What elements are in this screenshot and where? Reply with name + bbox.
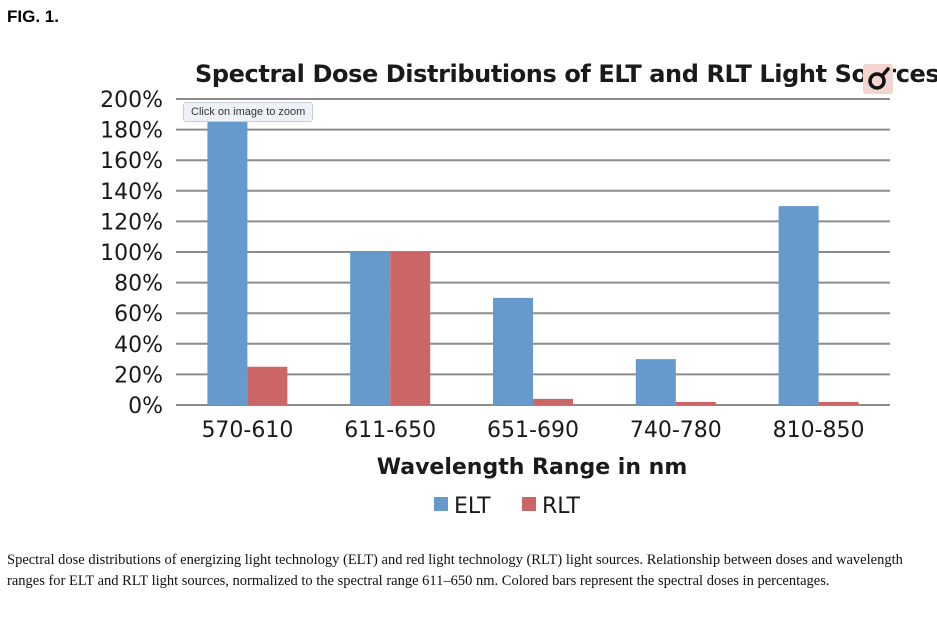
x-tick-label: 651-690 <box>487 418 579 443</box>
bar-rlt-810-850 <box>818 401 859 405</box>
x-axis-ticks: 570-610 611-650 651-690 740-780 810-850 <box>201 418 864 443</box>
y-tick-label: 180% <box>100 119 163 144</box>
legend: ELT RLT <box>434 494 581 519</box>
legend-label-elt: ELT <box>454 494 491 519</box>
bar-elt-651-690 <box>493 297 533 405</box>
y-tick-label: 160% <box>100 149 163 174</box>
bar-elt-810-850 <box>778 206 819 405</box>
y-axis-ticks: 0% 20% 40% 60% 80% 100% 120% 140% 160% 180% 200% <box>100 88 163 419</box>
bar-elt-570-610 <box>207 117 248 406</box>
y-tick-label: 40% <box>114 333 163 358</box>
bar-chart: 0% 20% 40% 60% 80% 100% 120% 140% 160% 180% 200% 5… <box>100 88 890 519</box>
bar-rlt-570-610 <box>247 366 288 405</box>
legend-swatch-elt <box>434 497 448 511</box>
x-tick-label: 810-850 <box>773 418 865 443</box>
y-tick-label: 200% <box>100 88 163 113</box>
x-tick-label: 570-610 <box>201 418 293 443</box>
bar-rlt-740-780 <box>675 401 716 405</box>
legend-label-rlt: RLT <box>542 494 581 519</box>
y-tick-label: 60% <box>114 302 163 327</box>
x-tick-label: 611-650 <box>344 418 436 443</box>
chart-title: Spectral Dose Distributions of ELT and R… <box>195 60 937 88</box>
x-axis-label: Wavelength Range in nm <box>377 455 688 480</box>
y-tick-label: 120% <box>100 210 163 235</box>
legend-swatch-rlt <box>522 497 536 511</box>
zoom-tooltip: Click on image to zoom <box>183 102 314 122</box>
y-tick-label: 20% <box>114 363 163 388</box>
bars <box>207 117 859 406</box>
chart-image[interactable]: 0% 20% 40% 60% 80% 100% 120% 140% 160% 180% 200% 5… <box>0 0 937 530</box>
bar-rlt-651-690 <box>533 398 573 405</box>
zoom-magnifier-icon[interactable] <box>863 64 893 94</box>
bar-elt-611-650 <box>350 252 391 405</box>
bar-rlt-611-650 <box>390 252 431 405</box>
y-tick-label: 0% <box>128 394 163 419</box>
figure-label: FIG. 1. <box>7 7 59 26</box>
y-tick-label: 140% <box>100 180 163 205</box>
x-tick-label: 740-780 <box>630 418 722 443</box>
figure-caption: Spectral dose distributions of energizin… <box>7 552 903 589</box>
y-tick-label: 100% <box>100 241 163 266</box>
y-tick-label: 80% <box>114 272 163 297</box>
bar-elt-740-780 <box>635 359 676 405</box>
